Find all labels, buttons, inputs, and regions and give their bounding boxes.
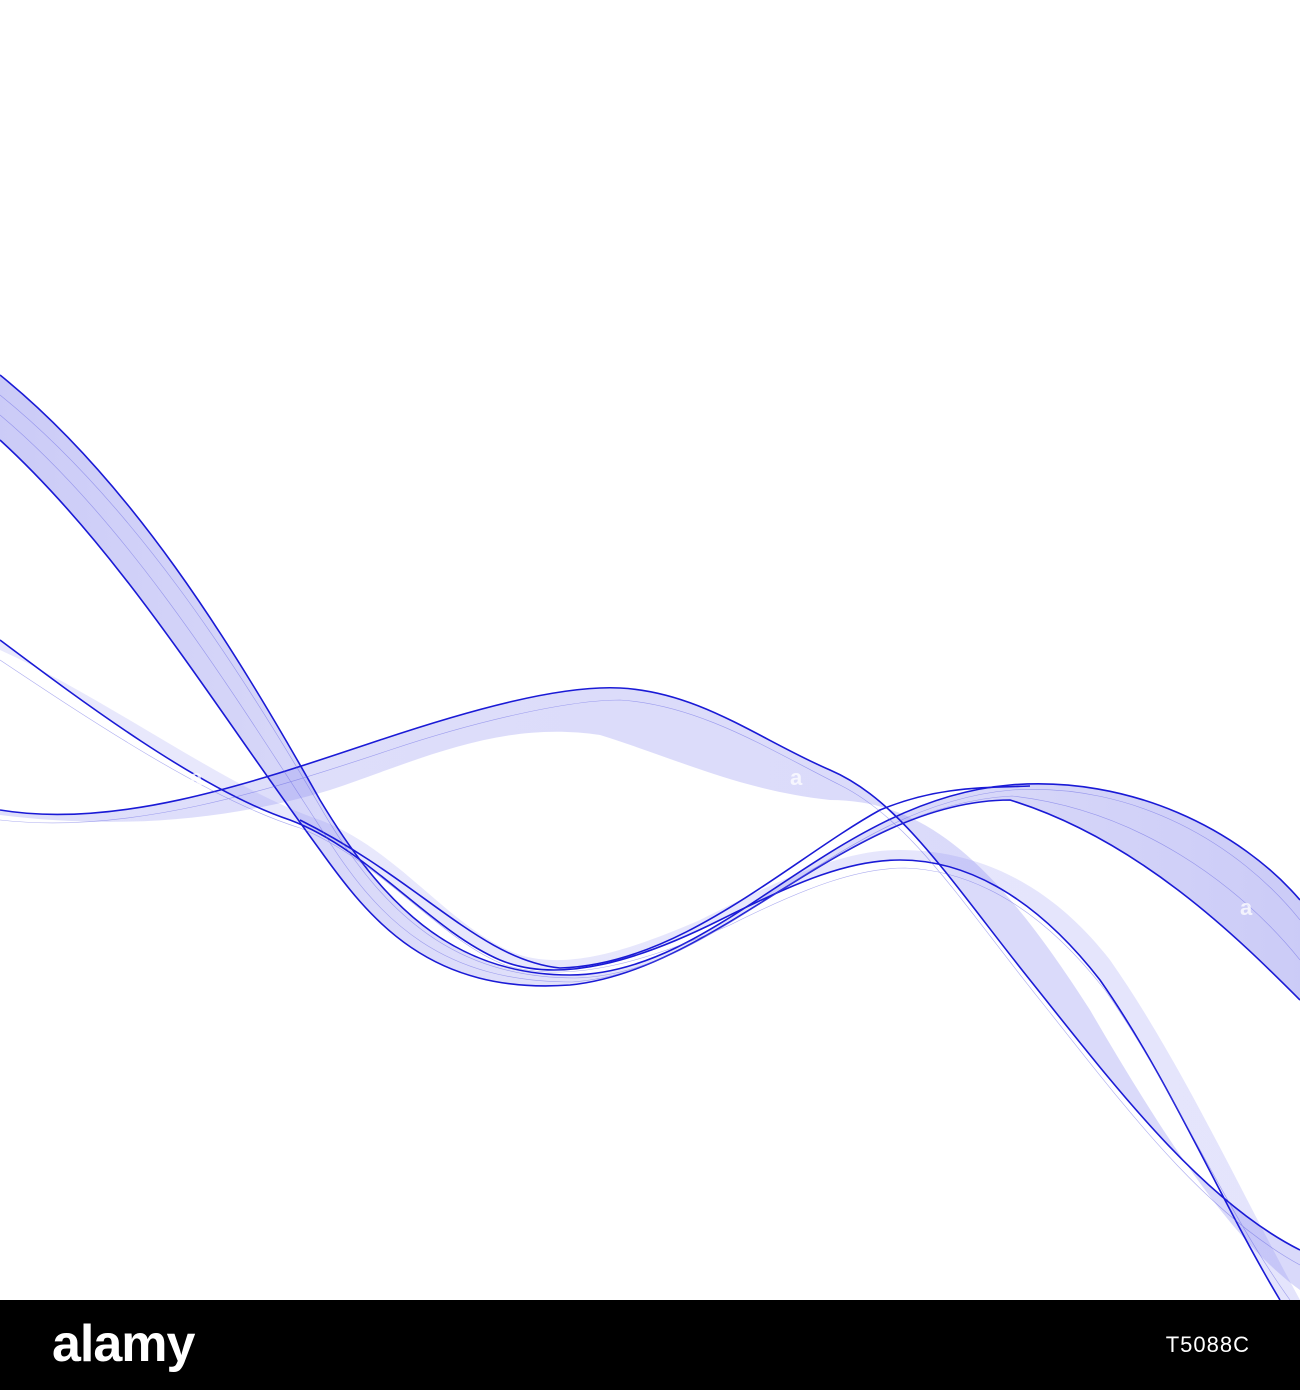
watermark-mark: a [1240,1155,1253,1180]
watermark-mark: a [340,895,353,920]
watermark-mark: a [40,636,53,661]
watermark-mark: a [640,895,653,920]
watermark-mark: a [490,765,503,790]
wave-artwork: a a a a a a a a [0,374,1300,1300]
footer-logo: alamy [52,1315,195,1373]
wave-ribbon-1 [0,375,1300,1000]
watermark-mark: a [190,765,203,790]
wave-ribbon-2 [0,687,1300,1290]
watermark-mark: a [1240,895,1253,920]
footer-bar: alamy T5088C [0,1300,1300,1390]
wave-illustration [0,374,1300,1300]
watermark-mark: a [790,765,803,790]
wave-strokes [0,374,1300,1300]
image-id: T5088C [1165,1332,1250,1357]
wave-hairlines [0,394,1300,1300]
